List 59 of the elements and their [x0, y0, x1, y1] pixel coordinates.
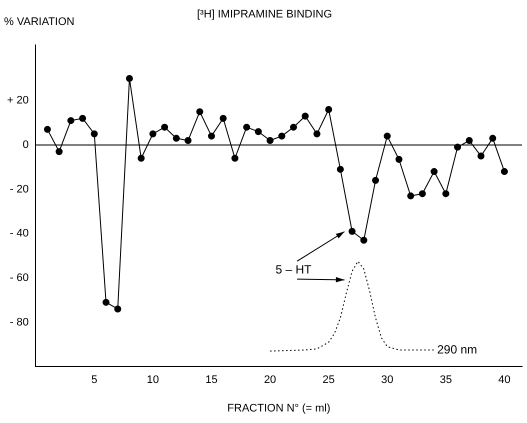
point: [208, 132, 215, 140]
y-tick-label: + 20: [6, 94, 29, 107]
point: [395, 156, 402, 163]
x-axis-title: FRACTION N° (= ml): [227, 402, 330, 414]
point: [360, 236, 368, 244]
x-tick-label: 25: [322, 374, 335, 386]
point: [336, 166, 344, 173]
chart-title: [³H] IMIPRAMINE BINDING: [196, 8, 332, 21]
y-tick-label: - 20: [10, 183, 29, 196]
y-tick-label: - 60: [10, 272, 29, 284]
y-tick-label: - 40: [10, 228, 29, 240]
point: [348, 228, 356, 235]
point: [290, 124, 298, 131]
point: [149, 130, 156, 138]
point: [278, 132, 286, 140]
x-tick-label: 30: [381, 374, 394, 386]
point: [90, 130, 98, 138]
point: [418, 190, 426, 198]
point: [430, 168, 438, 176]
y-tick-label: 0: [22, 138, 29, 151]
x-tick-label: 15: [205, 374, 218, 386]
point: [231, 154, 238, 162]
point: [220, 114, 227, 122]
point: [44, 126, 51, 133]
point: [254, 128, 262, 136]
x-tick-label: 5: [91, 374, 98, 386]
point: [372, 176, 380, 184]
point: [477, 152, 484, 160]
point: [243, 124, 250, 131]
point: [184, 137, 192, 144]
point: [67, 117, 74, 124]
point: [489, 134, 496, 142]
x-tick-label: 10: [146, 374, 160, 386]
x-tick-label: 35: [440, 374, 452, 386]
point: [302, 112, 309, 120]
point: [79, 114, 86, 122]
series-label: 290 nm: [437, 342, 478, 356]
annotation: 5 – HT: [275, 262, 312, 276]
point: [196, 108, 204, 116]
point: [407, 192, 414, 200]
point: [138, 154, 145, 162]
y-axis-title: % VARIATION: [4, 16, 75, 28]
point: [56, 148, 63, 156]
point: [102, 298, 110, 306]
point: [313, 130, 320, 138]
point: [442, 190, 450, 198]
point: [161, 124, 168, 131]
point: [500, 168, 508, 176]
x-tick-label: 20: [264, 374, 276, 386]
point: [325, 106, 332, 113]
point: [126, 74, 133, 82]
line-series: [270, 260, 435, 352]
y-tick-label: - 80: [10, 316, 29, 328]
point: [114, 305, 122, 312]
point: [466, 137, 473, 144]
point: [266, 137, 274, 144]
point: [172, 134, 180, 142]
x-tick-label: 40: [498, 374, 511, 386]
point: [384, 132, 391, 140]
